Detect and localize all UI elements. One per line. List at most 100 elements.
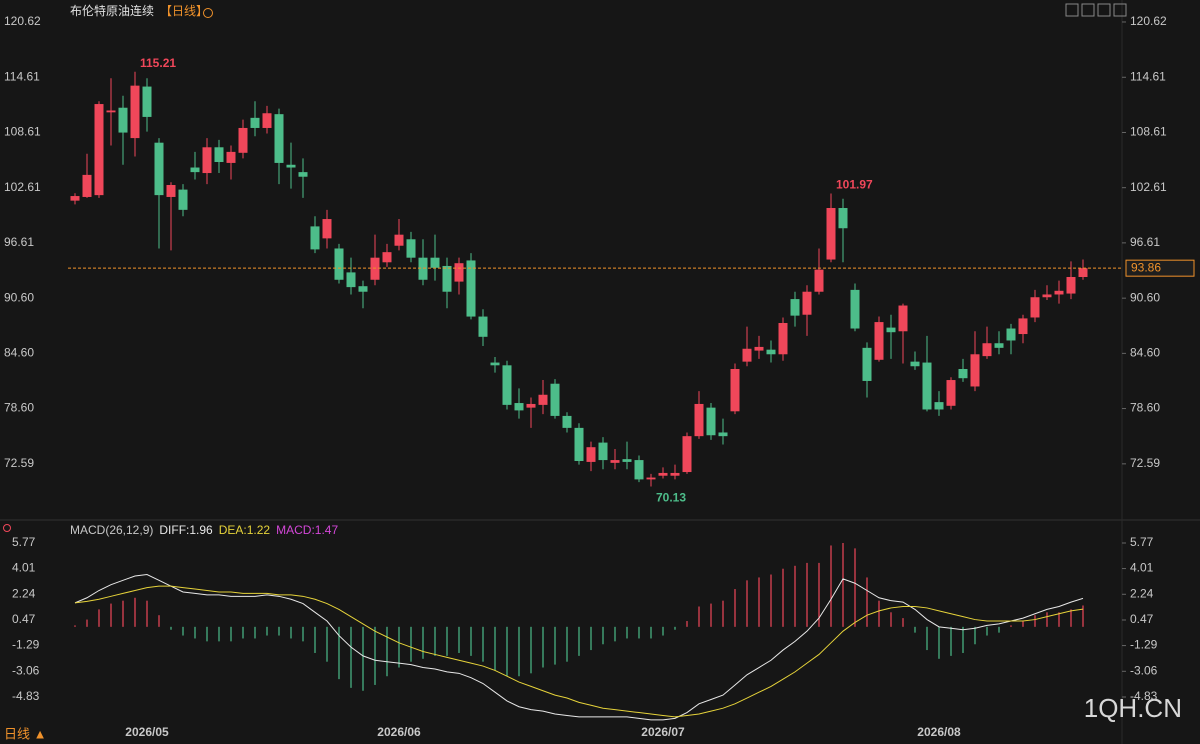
y-tick-label-right: 72.59	[1130, 456, 1160, 470]
candle-body	[1054, 290, 1064, 295]
y-tick-label: 108.61	[4, 125, 41, 139]
candle-body	[478, 316, 488, 337]
candle-body	[634, 460, 644, 480]
tool-button[interactable]	[1097, 3, 1111, 17]
candle-body	[802, 291, 812, 315]
y-tick-label-right: 114.61	[1130, 69, 1166, 83]
candle-body	[1018, 318, 1028, 335]
candle-body	[166, 185, 176, 197]
macd-legend: DIFF:1.96	[159, 523, 213, 537]
candle-body	[742, 348, 752, 362]
y-tick-label: 102.61	[4, 180, 41, 194]
candle-body	[490, 362, 500, 366]
candle-body	[922, 362, 932, 410]
last-price-label: 93.86	[1131, 260, 1161, 274]
y-tick-label: 2.24	[12, 586, 36, 600]
y-tick-label-right: -3.06	[1130, 663, 1158, 677]
candle-body	[622, 459, 632, 462]
candle-body	[406, 239, 416, 258]
candle-body	[550, 383, 560, 416]
macd-line	[74, 574, 1084, 721]
last-price-box	[1125, 259, 1195, 277]
candle-body	[526, 403, 536, 408]
macd-line	[74, 585, 1084, 718]
candle-body	[1042, 294, 1052, 298]
y-tick-label-right: -4.83	[1130, 689, 1158, 703]
candle-body	[298, 172, 308, 177]
candle-body	[94, 104, 104, 196]
y-tick-label: 72.59	[4, 456, 34, 470]
candle-body	[382, 252, 392, 263]
x-tick-label: 2026/06	[377, 725, 421, 739]
candle-body	[910, 361, 920, 367]
y-tick-label-right: 4.01	[1130, 561, 1154, 575]
candle-body	[874, 322, 884, 360]
candle-body	[766, 349, 776, 355]
extreme-label: 70.13	[656, 491, 686, 505]
candle-body	[358, 286, 368, 292]
candle-body	[958, 368, 968, 379]
candle-body	[646, 477, 656, 480]
y-tick-label: 84.60	[4, 346, 34, 360]
y-tick-label-right: 90.60	[1130, 290, 1160, 304]
period-switch[interactable]: 日线 ▲	[4, 726, 46, 741]
candle-body	[466, 260, 476, 317]
candle-body	[70, 196, 80, 201]
candle-body	[658, 472, 668, 476]
watermark: 1QH.CN	[1084, 693, 1182, 723]
toolbar	[1065, 3, 1127, 17]
y-tick-label: -1.29	[12, 638, 40, 652]
x-tick-label: 2026/08	[917, 725, 961, 739]
candle-body	[838, 208, 848, 229]
extreme-label: 101.97	[836, 178, 873, 192]
panel-icon[interactable]	[3, 524, 11, 532]
tool-button[interactable]	[1113, 3, 1127, 17]
y-tick-label-right: 108.61	[1130, 125, 1167, 139]
candle-body	[706, 407, 716, 436]
candle-body	[346, 272, 356, 288]
candle-body	[130, 85, 140, 139]
candle-body	[562, 415, 572, 428]
candle-body	[898, 305, 908, 332]
y-tick-label-right: 84.60	[1130, 346, 1160, 360]
candle-body	[682, 436, 692, 473]
candle-body	[538, 394, 548, 405]
macd-legend: MACD:1.47	[276, 523, 338, 537]
candle-body	[118, 107, 128, 133]
tool-button[interactable]	[1081, 3, 1095, 17]
candle-body	[394, 234, 404, 246]
y-tick-label-right: 96.61	[1130, 235, 1160, 249]
candle-body	[694, 403, 704, 437]
candle-body	[238, 127, 248, 153]
candle-body	[502, 365, 512, 405]
y-tick-label: 96.61	[4, 235, 34, 249]
candle-body	[850, 289, 860, 329]
chart-title: 布伦特原油连续	[70, 3, 154, 18]
candle-body	[970, 354, 980, 387]
candle-body	[982, 343, 992, 357]
candle-body	[994, 343, 1004, 348]
candle-body	[1078, 268, 1088, 278]
candle-body	[814, 269, 824, 292]
tool-button[interactable]	[1065, 3, 1079, 17]
y-tick-label: -4.83	[12, 689, 40, 703]
candle-body	[214, 147, 224, 163]
candle-body	[826, 208, 836, 260]
settings-icon[interactable]	[203, 8, 213, 18]
y-tick-label: 114.61	[4, 69, 40, 83]
candle-body	[142, 86, 152, 117]
candle-body	[454, 263, 464, 282]
period-tag: 【日线】	[160, 4, 208, 18]
candle-body	[310, 226, 320, 250]
y-tick-label-right: 120.62	[1130, 14, 1167, 28]
y-tick-label: 0.47	[12, 612, 36, 626]
candle-body	[274, 114, 284, 163]
candle-body	[202, 147, 212, 174]
candle-body	[586, 447, 596, 462]
candle-body	[862, 347, 872, 381]
y-tick-label-right: 102.61	[1130, 180, 1167, 194]
y-tick-label: 5.77	[12, 535, 36, 549]
y-tick-label-right: 5.77	[1130, 535, 1154, 549]
y-tick-label: 78.60	[4, 401, 34, 415]
